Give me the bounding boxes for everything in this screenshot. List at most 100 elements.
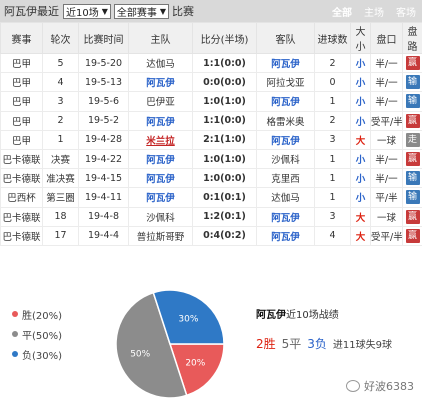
table-row: 巴甲 4 19-5-13 阿瓦伊 0:0(0:0) 阿拉戈亚 0 小半/一输 — [0, 72, 422, 93]
cell-away: 阿瓦伊 — [256, 206, 315, 227]
record-summary: 阿瓦伊近10场战绩 2胜 5平 3负 进11球失9球 — [256, 306, 392, 352]
cell-score: 0:0(0:0) — [192, 72, 257, 93]
filter-home[interactable]: 主场 — [364, 7, 384, 19]
cell-round: 5 — [42, 52, 79, 74]
top-toolbar: 阿瓦伊最近 近10场 ▼ 全部赛事 ▼ 比赛 全部 主场 客场 — [0, 0, 422, 22]
cell-round: 17 — [42, 225, 79, 246]
header-home: 主队 — [128, 22, 193, 54]
watermark-text: 好波6383 — [364, 380, 414, 393]
table-row: 巴卡德联 18 19-4-8 沙佩科 1:2(0:1) 阿瓦伊 3 大一球赢 — [0, 206, 422, 227]
cell-handicap: 受平/半 — [370, 225, 403, 246]
cell-away: 阿瓦伊 — [256, 225, 315, 246]
cell-home: 普拉斯哥野 — [128, 225, 193, 246]
cell-result: 赢 — [402, 52, 422, 74]
chevron-down-icon: ▼ — [159, 6, 167, 16]
cell-away: 阿拉戈亚 — [256, 72, 315, 93]
header-result: 盘路 — [402, 22, 422, 54]
cell-handicap: 受平/半 — [370, 110, 403, 131]
cell-away: 达伽马 — [256, 187, 315, 208]
cell-home: 阿瓦伊 — [128, 110, 193, 131]
header-round: 轮次 — [42, 22, 79, 54]
legend-lose: 负(30%) — [12, 344, 62, 364]
legend-win: 胜(20%) — [12, 304, 62, 324]
lose-dot-icon — [12, 351, 18, 357]
recent-matches-table: 赛事 轮次 比赛时间 主队 比分(半场) 客队 进球数 大小 盘口 盘路 巴甲 5… — [0, 22, 422, 246]
cell-home: 阿瓦伊 — [128, 187, 193, 208]
cell-result: 赢 — [402, 148, 422, 170]
match-range-select[interactable]: 近10场 ▼ — [63, 3, 111, 19]
cell-date: 19-5-2 — [78, 110, 129, 131]
table-row: 巴西杯 第三圈 19-4-11 阿瓦伊 0:1(0:1) 达伽马 1 小平/半输 — [0, 187, 422, 208]
result-badge: 走 — [405, 132, 420, 147]
table-row: 巴甲 3 19-5-6 巴伊亚 1:0(1:0) 阿瓦伊 1 小半/一输 — [0, 91, 422, 112]
event-type-select[interactable]: 全部赛事 ▼ — [113, 3, 170, 19]
cell-away: 克里西 — [256, 168, 315, 189]
header-league: 赛事 — [0, 22, 43, 54]
cell-score: 2:1(1:0) — [192, 129, 257, 150]
legend-win-label: 胜(20%) — [22, 310, 63, 322]
venue-filter-tabs: 全部 主场 客场 — [320, 0, 416, 22]
cell-round: 4 — [42, 72, 79, 93]
cell-ou: 小 — [350, 52, 371, 74]
cell-handicap: 一球 — [370, 129, 403, 150]
header-over-under: 大小 — [350, 22, 371, 54]
header-handicap: 盘口 — [370, 22, 403, 54]
cell-result: 赢 — [402, 206, 422, 227]
cell-ou: 小 — [350, 187, 371, 208]
cell-away: 阿瓦伊 — [256, 52, 315, 74]
summary-draws: 5平 — [281, 337, 302, 351]
cell-goals: 1 — [314, 168, 351, 189]
legend-draw: 平(50%) — [12, 324, 62, 344]
cell-round: 1 — [42, 129, 79, 150]
chevron-down-icon: ▼ — [101, 6, 108, 16]
cell-result: 赢 — [402, 225, 422, 246]
cell-away: 阿瓦伊 — [256, 129, 315, 150]
result-badge: 输 — [405, 75, 420, 90]
cell-result: 赢 — [402, 110, 422, 131]
team-recent-title: 阿瓦伊最近 — [4, 5, 59, 18]
filter-away[interactable]: 客场 — [396, 7, 416, 19]
cell-result: 走 — [402, 129, 422, 150]
cell-home: 阿瓦伊 — [128, 148, 193, 170]
cell-date: 19-4-8 — [78, 206, 129, 227]
summary-stats: 2胜 5平 3负 进11球失9球 — [256, 335, 392, 352]
filter-all[interactable]: 全部 — [332, 7, 352, 19]
pie-label-胜: 20% — [185, 358, 205, 368]
cell-goals: 0 — [314, 72, 351, 93]
cell-league: 巴甲 — [0, 91, 43, 112]
cell-home: 阿瓦伊 — [128, 168, 193, 189]
cell-date: 19-4-4 — [78, 225, 129, 246]
pie-legend: 胜(20%) 平(50%) 负(30%) — [12, 304, 62, 364]
compare-label: 比赛 — [172, 5, 195, 18]
cell-handicap: 半/一 — [370, 168, 403, 189]
cell-ou: 小 — [350, 72, 371, 93]
cell-handicap: 半/一 — [370, 52, 403, 74]
cell-score: 1:0(1:0) — [192, 148, 257, 170]
cell-date: 19-4-11 — [78, 187, 129, 208]
cell-result: 输 — [402, 91, 422, 112]
header-goals: 进球数 — [314, 22, 351, 54]
cell-home: 巴伊亚 — [128, 91, 193, 112]
cell-home: 达伽马 — [128, 52, 193, 74]
table-row: 巴卡德联 准决赛 19-4-15 阿瓦伊 1:0(0:0) 克里西 1 小半/一输 — [0, 168, 422, 189]
cell-goals: 1 — [314, 187, 351, 208]
cell-league: 巴卡德联 — [0, 206, 43, 227]
table-row: 巴卡德联 决赛 19-4-22 阿瓦伊 1:0(1:0) 沙佩科 1 小半/一赢 — [0, 148, 422, 170]
match-range-value: 近10场 — [66, 7, 99, 19]
watermark: 好波6383 — [346, 378, 414, 394]
cell-away: 格雷米奥 — [256, 110, 315, 131]
cell-result: 输 — [402, 72, 422, 93]
cell-date: 19-4-28 — [78, 129, 129, 150]
cell-round: 18 — [42, 206, 79, 227]
cell-goals: 4 — [314, 225, 351, 246]
cell-handicap: 一球 — [370, 206, 403, 227]
header-date: 比赛时间 — [78, 22, 129, 54]
cell-date: 19-5-20 — [78, 52, 129, 74]
cell-goals: 3 — [314, 206, 351, 227]
cell-goals: 3 — [314, 129, 351, 150]
cell-date: 19-5-13 — [78, 72, 129, 93]
result-badge: 赢 — [405, 113, 420, 128]
result-badge: 输 — [405, 171, 420, 186]
cell-home: 米兰拉 — [128, 129, 193, 150]
cell-handicap: 半/一 — [370, 148, 403, 170]
